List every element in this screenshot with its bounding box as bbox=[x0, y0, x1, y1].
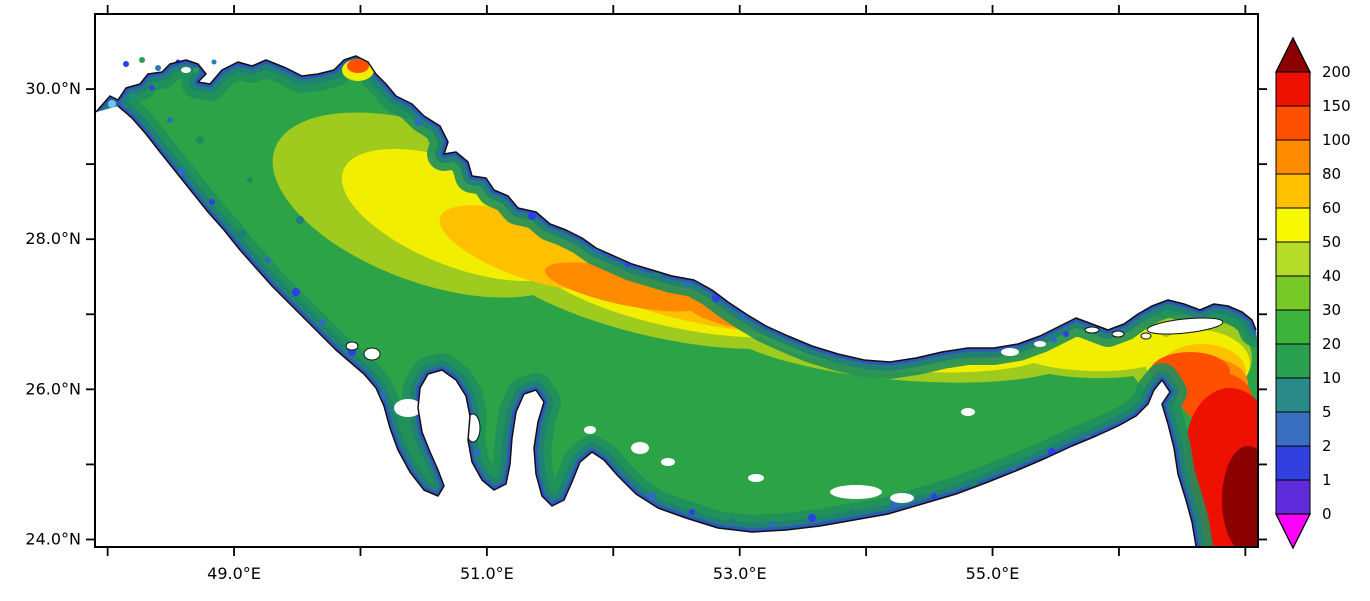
colorbar-tick-label: 200 bbox=[1322, 63, 1351, 81]
colorbar-segment bbox=[1275, 377, 1311, 413]
colorbar-segment bbox=[1275, 105, 1311, 141]
x-tick-label: 49.0°E bbox=[207, 564, 261, 583]
colorbar-segment bbox=[1275, 479, 1311, 515]
depth-band-dark-red bbox=[1222, 446, 1257, 546]
y-tick-label: 24.0°N bbox=[25, 529, 81, 548]
colorbar-tick-label: 50 bbox=[1322, 233, 1341, 251]
colorbar-tick-label: 60 bbox=[1322, 199, 1341, 217]
colorbar-tick-label: 150 bbox=[1322, 97, 1351, 115]
colorbar-segment bbox=[1275, 241, 1311, 277]
x-tick-label: 51.0°E bbox=[460, 564, 514, 583]
colorbar-tick-label: 20 bbox=[1322, 335, 1341, 353]
x-tick-label: 53.0°E bbox=[713, 564, 767, 583]
y-tick-label: 30.0°N bbox=[25, 79, 81, 98]
axis-ticks: 49.0°E 51.0°E 53.0°E 55.0°E 30.0°N 28.0°N 26.0… bbox=[25, 5, 1267, 583]
colorbar-tick-label: 2 bbox=[1322, 437, 1332, 455]
colorbar-segment bbox=[1275, 445, 1311, 481]
colorbar-tick-label: 10 bbox=[1322, 369, 1341, 387]
colorbar-segment bbox=[1275, 139, 1311, 175]
colorbar-tick-label: 40 bbox=[1322, 267, 1341, 285]
gulf-coastline bbox=[95, 55, 1257, 547]
colorbar-segment bbox=[1275, 309, 1311, 345]
y-tick-label: 28.0°N bbox=[25, 229, 81, 248]
colorbar-tick-label: 5 bbox=[1322, 403, 1332, 421]
colorbar-over-arrow bbox=[1274, 36, 1312, 73]
y-tick-label: 26.0°N bbox=[25, 379, 81, 398]
colorbar-tick-label: 0 bbox=[1322, 505, 1332, 523]
marsh-speckles bbox=[123, 57, 217, 99]
colorbar-segment bbox=[1275, 275, 1311, 311]
colorbar-tick-label: 80 bbox=[1322, 165, 1341, 183]
colorbar-segment bbox=[1275, 173, 1311, 209]
colorbar-under-arrow bbox=[1274, 513, 1312, 550]
colorbar-segment bbox=[1275, 71, 1311, 107]
x-tick-label: 55.0°E bbox=[966, 564, 1020, 583]
colorbar-tick-label: 100 bbox=[1322, 131, 1351, 149]
colorbar-tick-label: 1 bbox=[1322, 471, 1332, 489]
colorbar-tick-label: 30 bbox=[1322, 301, 1341, 319]
colorbar-segment bbox=[1275, 343, 1311, 379]
colorbar-segment bbox=[1275, 207, 1311, 243]
colorbar-segment bbox=[1275, 411, 1311, 447]
